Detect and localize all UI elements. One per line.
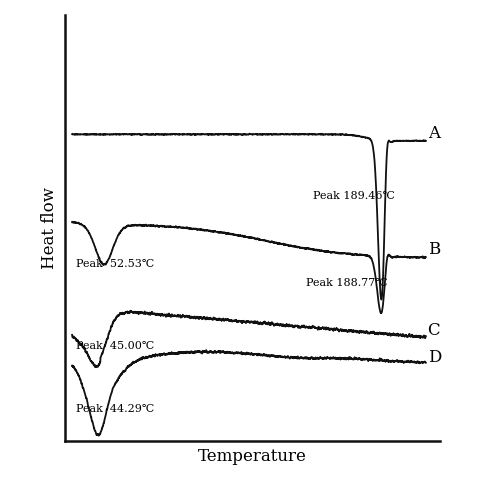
Text: Peak  45.00℃: Peak 45.00℃ (76, 341, 154, 351)
Text: Peak  52.53℃: Peak 52.53℃ (76, 259, 154, 270)
Text: Peak  44.29℃: Peak 44.29℃ (76, 404, 154, 414)
Text: B: B (428, 241, 440, 258)
Text: Peak 189.46℃: Peak 189.46℃ (312, 191, 394, 201)
Text: A: A (428, 125, 440, 142)
Text: C: C (428, 322, 440, 339)
Text: D: D (428, 349, 441, 366)
Text: Peak 188.77℃: Peak 188.77℃ (306, 278, 388, 288)
X-axis label: Temperature: Temperature (198, 448, 307, 465)
Y-axis label: Heat flow: Heat flow (41, 187, 58, 269)
